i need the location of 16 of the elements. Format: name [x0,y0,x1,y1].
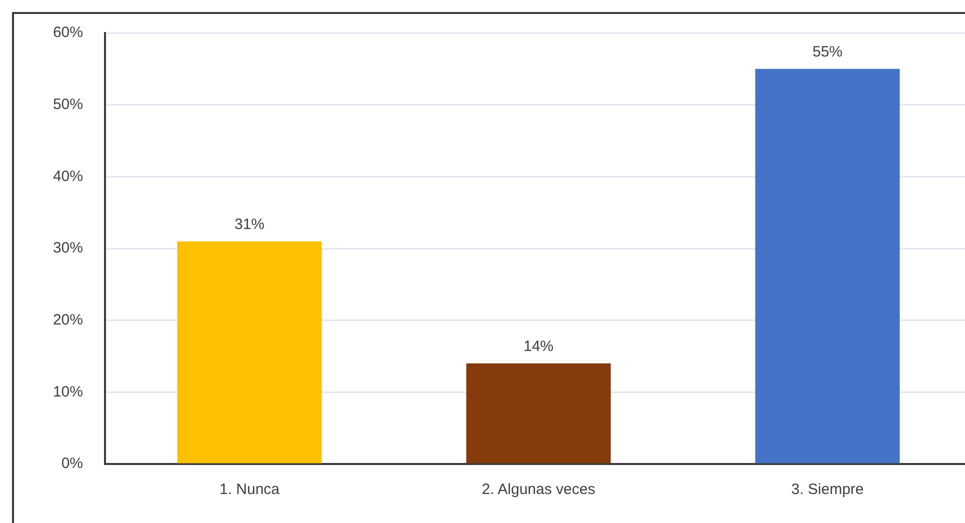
y-tick-label: 10% [52,383,83,400]
data-label: 14% [523,338,554,356]
bar [755,68,900,464]
x-tick-label: 3. Siempre [791,481,864,498]
y-tick-label: 30% [52,240,83,257]
y-tick-label: 0% [61,455,83,472]
bar [177,241,322,464]
y-tick-label: 50% [52,96,83,113]
data-label: 31% [234,216,265,233]
y-tick-label: 20% [52,311,83,328]
y-tick-label: 60% [52,24,83,42]
y-tick-label: 40% [52,168,83,185]
data-label: 55% [812,44,843,61]
x-tick-label: 1. Nunca [219,481,280,498]
x-tick-label: 2. Algunas veces [482,481,596,498]
bar [466,363,611,464]
